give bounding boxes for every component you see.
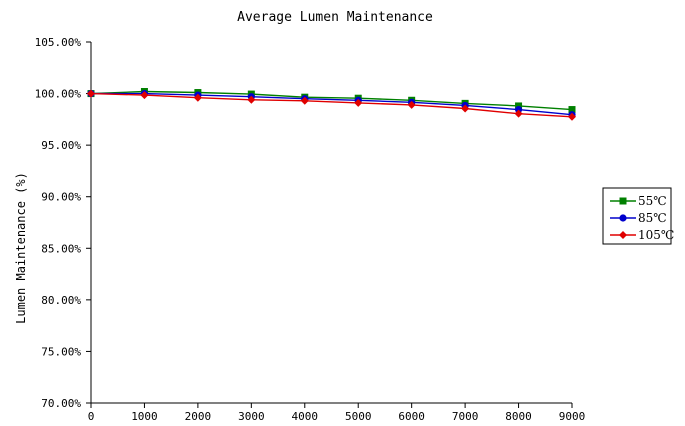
x-tick-label: 2000: [185, 410, 212, 423]
x-tick-label: 3000: [238, 410, 265, 423]
data-point: [300, 96, 309, 105]
x-tick-label: 4000: [292, 410, 319, 423]
y-tick-label: 100.00%: [35, 88, 82, 101]
x-axis-ticks: 0 1000 2000 3000 4000 5000 6000 7000 8000 9000: [88, 403, 586, 423]
data-point: [514, 109, 523, 118]
legend-swatch-marker: [619, 214, 627, 222]
data-point: [407, 100, 416, 109]
data-point: [514, 105, 523, 114]
series-line: [91, 92, 573, 116]
y-axis-ticks: 70.00% 75.00% 80.00% 85.00% 90.00% 95.00% 100.…: [35, 36, 91, 410]
data-point: [568, 106, 576, 114]
series-square: [87, 88, 576, 114]
y-tick-label: 70.00%: [41, 397, 81, 410]
series-circle: [87, 89, 576, 119]
x-tick-label: 5000: [345, 410, 372, 423]
x-tick-label: 0: [88, 410, 95, 423]
x-tick-label: 8000: [505, 410, 532, 423]
legend-swatch-marker: [619, 231, 627, 239]
legend-label: 55℃: [638, 194, 667, 208]
x-tick-label: 1000: [131, 410, 158, 423]
x-tick-label: 9000: [559, 410, 586, 423]
data-point: [354, 98, 363, 107]
y-tick-label: 80.00%: [41, 294, 81, 307]
legend-label: 105℃: [638, 228, 674, 242]
data-point: [461, 104, 470, 113]
y-tick-label: 85.00%: [41, 242, 81, 255]
legend-label: 85℃: [638, 211, 667, 225]
series-diamond: [87, 89, 576, 121]
data-point: [193, 93, 202, 102]
series-line: [90, 90, 573, 111]
y-tick-label: 95.00%: [41, 139, 81, 152]
data-point: [140, 91, 149, 100]
x-tick-label: 6000: [398, 410, 425, 423]
y-tick-label: 75.00%: [41, 345, 81, 358]
series-group: [87, 88, 576, 121]
data-point: [568, 112, 576, 121]
data-point: [515, 102, 523, 110]
y-axis-label: Lumen Maintenance (%): [14, 172, 28, 324]
legend: 55℃ 85℃ 105℃: [602, 187, 674, 245]
chart-title: Average Lumen Maintenance: [237, 10, 433, 25]
y-tick-label: 90.00%: [41, 191, 81, 204]
y-tick-label: 105.00%: [35, 36, 82, 49]
legend-swatch-marker: [619, 197, 627, 205]
data-point: [247, 95, 256, 104]
x-tick-label: 7000: [452, 410, 479, 423]
data-point: [87, 89, 95, 98]
series-line: [90, 92, 573, 118]
